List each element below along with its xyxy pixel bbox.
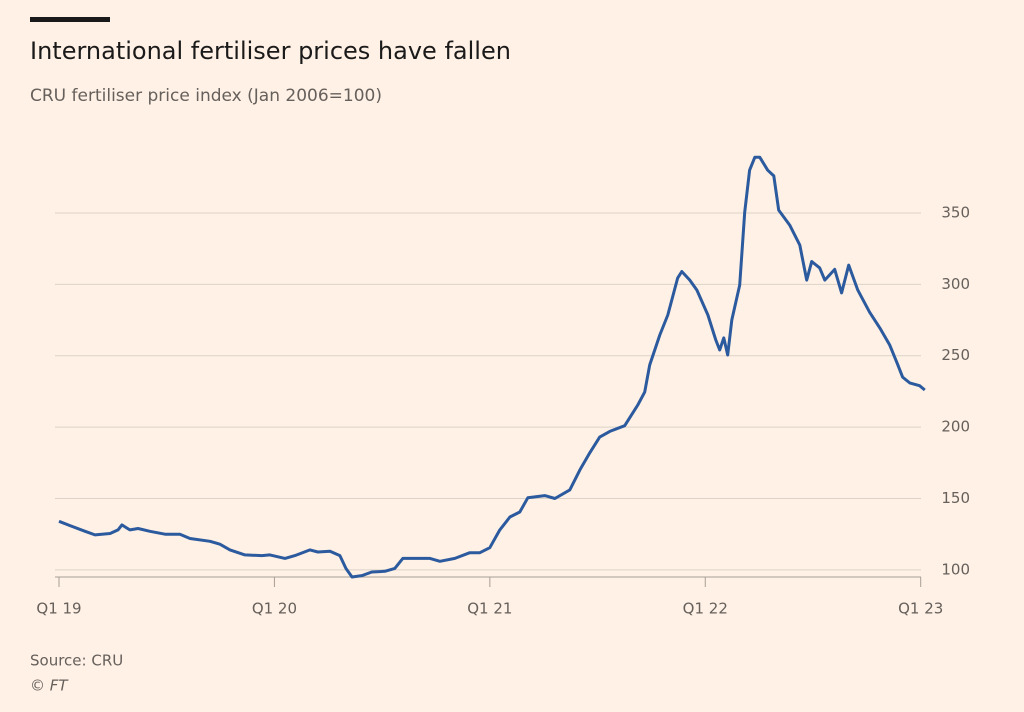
brand-bar — [30, 17, 110, 22]
x-tick-label: Q1 20 — [252, 600, 297, 618]
y-tick-label: 150 — [941, 489, 970, 507]
copyright: © FT — [30, 677, 69, 695]
x-tick-label: Q1 22 — [683, 600, 728, 618]
y-tick-label: 250 — [941, 346, 970, 364]
y-tick-label: 300 — [941, 275, 970, 293]
x-tick-label: Q1 21 — [467, 600, 512, 618]
chart-title: International fertiliser prices have fal… — [30, 37, 511, 65]
source: Source: CRU — [30, 652, 123, 670]
price-line — [58, 155, 926, 579]
y-tick-label: 200 — [941, 418, 970, 436]
x-tick-label: Q1 23 — [898, 600, 943, 618]
y-tick-label: 350 — [941, 203, 970, 221]
x-tick-label: Q1 19 — [36, 600, 81, 618]
y-tick-label: 100 — [941, 560, 970, 578]
chart-subtitle: CRU fertiliser price index (Jan 2006=100… — [30, 86, 382, 106]
